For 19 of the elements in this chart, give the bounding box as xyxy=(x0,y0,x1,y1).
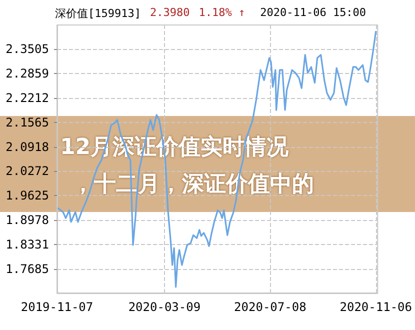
x-tick-label: 2020-03-09 xyxy=(128,300,201,314)
y-tick-label: 1.7685 xyxy=(6,262,49,276)
y-tick-label: 1.8978 xyxy=(6,213,49,228)
y-tick-label: 2.0918 xyxy=(6,140,49,154)
x-tick-label: 2019-11-07 xyxy=(20,300,94,314)
x-tick-label: 2020-11-06 xyxy=(340,300,412,314)
text: 2020-11-06 15:00 xyxy=(260,6,366,21)
chart-title: 深价值[159913] xyxy=(55,6,141,21)
y-tick-label: 2.3505 xyxy=(6,42,49,56)
y-tick-label: 2.0272 xyxy=(6,164,49,178)
y-tick-label: 2.2859 xyxy=(6,66,49,80)
y-tick-label: 2.1565 xyxy=(6,115,49,130)
x-tick-label: 2020-07-08 xyxy=(234,300,306,314)
y-tick-label: 2.2212 xyxy=(6,90,49,105)
text: 2.3980 xyxy=(150,6,190,21)
y-tick-label: 1.9625 xyxy=(6,188,49,203)
y-tick-label: 1.8331 xyxy=(6,238,49,252)
line-series xyxy=(57,30,377,288)
text: 1.18% ↑ xyxy=(198,6,246,21)
